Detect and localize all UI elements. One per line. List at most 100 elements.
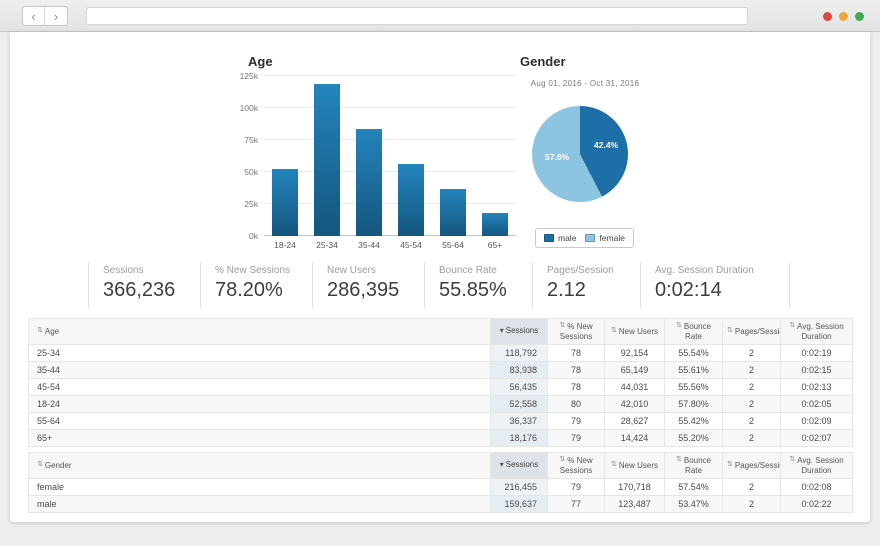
column-header-label: Avg. Session Duration — [797, 321, 844, 341]
column-header-new-users[interactable]: ⇅ New Users — [604, 452, 665, 479]
x-axis-tick-label: 25-34 — [316, 240, 338, 250]
column-header-label: Avg. Session Duration — [797, 455, 844, 475]
table-cell: 2 — [722, 395, 781, 413]
gender-table: ⇅ Gender ▾ Sessions ⇅% New Sessions ⇅ New User… — [28, 452, 853, 513]
column-header-gender[interactable]: ⇅ Gender — [28, 452, 491, 479]
table-cell: 56,435 — [490, 378, 548, 396]
sort-desc-icon: ▾ — [499, 326, 504, 336]
column-header-label: New Users — [618, 460, 658, 470]
sort-icon: ⇅ — [727, 461, 733, 469]
column-header-label: Sessions — [505, 326, 539, 336]
stat-value: 2.12 — [547, 279, 586, 301]
column-header-bounce-rate[interactable]: ⇅ Bounce Rate — [664, 318, 723, 345]
table-cell: 2 — [722, 378, 781, 396]
table-cell: 77 — [547, 495, 605, 513]
column-header-age[interactable]: ⇅ Age — [28, 318, 491, 345]
column-header-pages-session[interactable]: ⇅Pages/Session — [722, 318, 781, 345]
stat-label: % New Sessions — [215, 265, 291, 276]
table-row: 35-44 83,938 78 65,149 55.61% 2 0:02:15 — [28, 361, 853, 379]
column-header-label: % New Sessions — [559, 455, 593, 475]
close-window-icon[interactable] — [823, 12, 832, 21]
column-header-sessions[interactable]: ▾ Sessions — [490, 452, 548, 479]
stat-value: 366,236 — [103, 279, 176, 301]
gender-pie: 42.4% 57.6% — [532, 106, 628, 202]
table-cell: female — [28, 478, 491, 496]
url-input[interactable] — [86, 7, 748, 25]
stat-block: Avg. Session Duration 0:02:14 — [640, 262, 790, 308]
dashboard-card: Age 0k 25k 50k 75k 100k 125k 18-24 25-34 35-44 4… — [10, 32, 870, 522]
table-cell: 25-34 — [28, 344, 491, 362]
y-axis-tick-label: 100k — [239, 103, 258, 113]
x-axis-tick-label: 65+ — [487, 240, 503, 250]
zoom-window-icon[interactable] — [855, 12, 864, 21]
table-cell: 28,627 — [604, 412, 665, 430]
table-row: 45-54 56,435 78 44,031 55.56% 2 0:02:13 — [28, 378, 853, 396]
table-cell: 36,337 — [490, 412, 548, 430]
table-cell: 57.80% — [664, 395, 723, 413]
table-cell: 118,792 — [490, 344, 548, 362]
column-header-new-users[interactable]: ⇅ New Users — [604, 318, 665, 345]
table-cell: 0:02:13 — [780, 378, 853, 396]
back-button[interactable]: ‹ — [23, 7, 45, 25]
gridline — [264, 203, 516, 204]
column-header-avg-session-duration[interactable]: ⇅ Avg. Session Duration — [780, 452, 853, 479]
gridline — [264, 139, 516, 140]
column-header-label: Age — [44, 326, 60, 336]
column-header-label: Sessions — [505, 460, 539, 470]
age-chart-bars — [264, 76, 516, 236]
browser-toolbar: ‹ › — [0, 0, 880, 32]
table-cell: 170,718 — [604, 478, 665, 496]
table-cell: 2 — [722, 344, 781, 362]
table-cell: 18,176 — [490, 429, 548, 447]
column-header-avg-session-duration[interactable]: ⇅ Avg. Session Duration — [780, 318, 853, 345]
sort-icon: ⇅ — [611, 327, 617, 335]
column-header-bounce-rate[interactable]: ⇅ Bounce Rate — [664, 452, 723, 479]
table-cell: 65,149 — [604, 361, 665, 379]
legend-item-female[interactable]: female — [585, 233, 625, 243]
bar-65+ — [482, 213, 508, 236]
column-header-label: % New Sessions — [559, 321, 593, 341]
legend-label: male — [558, 233, 577, 243]
column-header--new-sessions[interactable]: ⇅% New Sessions — [547, 452, 605, 479]
y-axis-tick-label: 25k — [244, 199, 258, 209]
stat-value: 55.85% — [439, 279, 507, 301]
sort-icon: ⇅ — [789, 456, 796, 464]
female-slice-label: 57.6% — [545, 152, 570, 162]
sort-icon: ⇅ — [675, 322, 682, 330]
table-row: 18-24 52,558 80 42,010 57.80% 2 0:02:05 — [28, 395, 853, 413]
y-axis-tick-label: 75k — [244, 135, 258, 145]
stat-block: Bounce Rate 55.85% — [424, 262, 532, 308]
table-cell: 80 — [547, 395, 605, 413]
table-cell: 0:02:08 — [780, 478, 853, 496]
table-cell: 55.42% — [664, 412, 723, 430]
date-range-label: Aug 01, 2016 - Oct 31, 2016 — [530, 79, 640, 88]
sort-icon: ⇅ — [789, 322, 796, 330]
column-header-pages-session[interactable]: ⇅Pages/Session — [722, 452, 781, 479]
sort-icon: ⇅ — [611, 461, 617, 469]
nav-buttons: ‹ › — [22, 6, 68, 26]
column-header--new-sessions[interactable]: ⇅% New Sessions — [547, 318, 605, 345]
table-row: 25-34 118,792 78 92,154 55.54% 2 0:02:19 — [28, 344, 853, 362]
table-cell: 92,154 — [604, 344, 665, 362]
forward-button[interactable]: › — [53, 8, 59, 24]
legend-item-male[interactable]: male — [544, 233, 576, 243]
stat-value: 286,395 — [327, 279, 400, 301]
age-table: ⇅ Age ▾ Sessions ⇅% New Sessions ⇅ New Users ⇅ B… — [28, 318, 853, 447]
minimize-window-icon[interactable] — [839, 12, 848, 21]
table-row: 55-64 36,337 79 28,627 55.42% 2 0:02:09 — [28, 412, 853, 430]
x-axis-tick-label: 55-64 — [442, 240, 464, 250]
female-swatch-icon — [585, 234, 596, 242]
table-cell: 0:02:22 — [780, 495, 853, 513]
table-cell: 159,637 — [490, 495, 548, 513]
age-bar-chart: Age 0k 25k 50k 75k 100k 125k 18-24 25-34 35-44 4… — [238, 48, 528, 262]
table-cell: 52,558 — [490, 395, 548, 413]
x-axis-tick-label: 18-24 — [274, 240, 296, 250]
gridline — [264, 107, 516, 108]
stat-label: Avg. Session Duration — [655, 265, 754, 276]
x-axis-tick-label: 45-54 — [400, 240, 422, 250]
column-header-sessions[interactable]: ▾ Sessions — [490, 318, 548, 345]
sort-desc-icon: ▾ — [499, 460, 504, 470]
male-swatch-icon — [544, 234, 554, 242]
table-cell: 0:02:09 — [780, 412, 853, 430]
column-header-label: New Users — [618, 326, 658, 336]
